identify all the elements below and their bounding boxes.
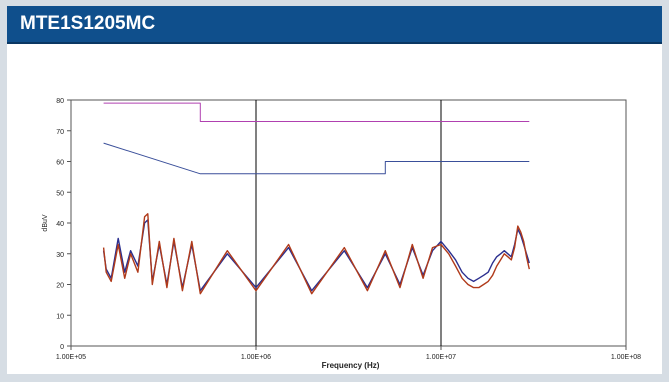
header-bar: MTE1S1205MC: [7, 6, 662, 44]
x-tick-label: 1.00E+06: [241, 354, 271, 361]
series-limit-qp: [103, 102, 530, 122]
y-axis-label: dBuV: [42, 214, 49, 231]
y-tick-label: 10: [56, 313, 64, 320]
x-tick-label: 1.00E+08: [611, 354, 641, 361]
y-tick-label: 0: [60, 344, 64, 351]
chart-panel: 1.00E+05 1.00E+06 1.00E+07 1.00E+08 0 10 20 30 4…: [7, 44, 662, 374]
chart-title: MTE1S1205MC: [20, 13, 156, 34]
y-tick-label: 20: [56, 283, 64, 290]
series-limit-avg: [103, 142, 530, 175]
y-tick-label: 70: [56, 129, 64, 136]
y-tick-label: 80: [56, 98, 64, 105]
x-tick-label: 1.00E+07: [426, 354, 456, 361]
series-trace-b: [102, 213, 530, 295]
y-tick-label: 60: [56, 160, 64, 167]
x-tick-label: 1.00E+05: [56, 354, 86, 361]
y-tick-label: 50: [56, 190, 64, 197]
y-tick-label: 40: [56, 221, 64, 228]
emi-chart: 1.00E+05 1.00E+06 1.00E+07 1.00E+08 0 10 20 30 4…: [42, 98, 641, 370]
y-tick-label: 30: [56, 252, 64, 259]
plot-area: [70, 99, 627, 347]
x-axis-label: Frequency (Hz): [322, 361, 380, 370]
